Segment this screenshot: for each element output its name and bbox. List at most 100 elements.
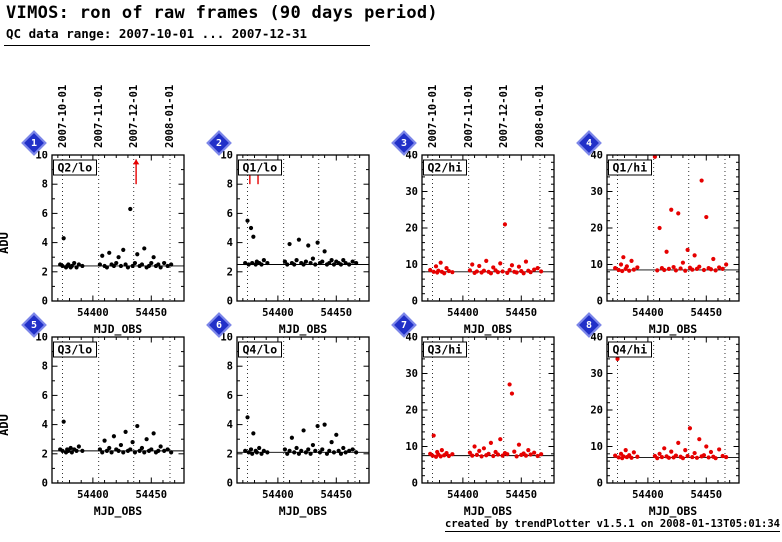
svg-text:54450: 54450	[505, 489, 537, 501]
chart-cell-q3-hi: 7 54400 54450 0 10 20 30 40 Q3/hi MJD_OBS	[384, 312, 569, 518]
scatter-plot-q3-hi: 54400 54450 0 10 20 30 40 Q3/hi	[405, 333, 555, 501]
chart-cell-q3-lo: 5 54400 54450 0 2 4 6 8 10 Q3/lo MJD_OBS	[14, 312, 199, 518]
svg-text:0: 0	[412, 296, 418, 308]
svg-text:6: 6	[42, 208, 48, 220]
svg-text:6: 6	[227, 208, 233, 220]
svg-text:30: 30	[590, 368, 603, 380]
svg-text:54400: 54400	[632, 307, 664, 319]
svg-text:Q3/hi: Q3/hi	[428, 343, 463, 357]
badge-number: 4	[585, 137, 593, 149]
svg-text:40: 40	[405, 333, 418, 344]
svg-text:54400: 54400	[262, 489, 294, 501]
svg-text:10: 10	[220, 151, 233, 162]
svg-text:6: 6	[42, 390, 48, 402]
svg-text:54400: 54400	[632, 489, 664, 501]
svg-text:20: 20	[405, 405, 418, 417]
svg-text:2: 2	[227, 266, 233, 278]
date-axis-label: 2008-01-01	[533, 84, 546, 148]
svg-text:Q1/hi: Q1/hi	[613, 161, 648, 175]
chart-cell-q1-hi: 4 54400 54450 0 10 20 30 40 Q1/hi MJD_OBS	[569, 130, 754, 336]
qc-date-range: QC data range: 2007-10-01 ... 2007-12-31	[6, 26, 308, 41]
svg-text:54400: 54400	[77, 307, 109, 319]
scatter-plot-q2-lo: 54400 54450 0 2 4 6 8 10 Q2/lo	[35, 151, 185, 319]
x-axis-label: MJD_OBS	[278, 504, 328, 518]
svg-text:30: 30	[405, 368, 418, 380]
page-title: VIMOS: ron of raw frames (90 days period…	[6, 3, 438, 23]
x-axis-label: MJD_OBS	[278, 322, 328, 336]
scatter-plot-q1-lo: 54400 54450 0 2 4 6 8 10 Q1/lo	[220, 151, 370, 319]
badge-number: 5	[30, 319, 38, 331]
svg-text:40: 40	[590, 151, 603, 162]
svg-text:54450: 54450	[135, 489, 167, 501]
svg-text:8: 8	[42, 179, 48, 191]
chart-row-bottom: ADU 5 54400 54450 0 2 4 6 8 10 Q3/lo MJD_OBS 6 5…	[0, 312, 754, 518]
badge-number: 2	[215, 137, 223, 149]
chart-cell-q4-hi: 8 54400 54450 0 10 20 30 40 Q4/hi MJD_OBS	[569, 312, 754, 518]
svg-text:2: 2	[227, 448, 233, 460]
svg-text:4: 4	[227, 237, 233, 249]
date-axis-label: 2007-10-01	[426, 84, 439, 148]
svg-text:0: 0	[42, 478, 48, 490]
svg-text:54400: 54400	[447, 307, 479, 319]
scatter-plot-q3-lo: 54400 54450 0 2 4 6 8 10 Q3/lo	[35, 333, 185, 501]
svg-text:20: 20	[590, 405, 603, 417]
svg-text:30: 30	[405, 186, 418, 198]
chart-cell-q4-lo: 6 54400 54450 0 2 4 6 8 10 Q4/lo MJD_OBS	[199, 312, 384, 518]
date-axis-label: 2007-12-01	[497, 84, 510, 148]
svg-text:Q2/lo: Q2/lo	[58, 161, 93, 175]
svg-text:8: 8	[227, 361, 233, 373]
svg-text:54450: 54450	[505, 307, 537, 319]
y-axis-label: ADU	[0, 232, 11, 254]
x-axis-label: MJD_OBS	[93, 322, 143, 336]
x-axis-label: MJD_OBS	[648, 504, 698, 518]
x-axis-label: MJD_OBS	[463, 322, 513, 336]
svg-text:2: 2	[42, 448, 48, 460]
x-axis-label: MJD_OBS	[93, 504, 143, 518]
svg-text:Q2/hi: Q2/hi	[428, 161, 463, 175]
svg-text:10: 10	[35, 151, 48, 162]
svg-text:54450: 54450	[320, 489, 352, 501]
chart-cell-q2-hi: 3 54400 54450 0 10 20 30 40 Q2/hi MJD_OBS	[384, 130, 569, 336]
svg-text:4: 4	[42, 237, 48, 249]
svg-text:10: 10	[220, 333, 233, 344]
svg-text:54400: 54400	[262, 307, 294, 319]
creation-credit: created by trendPlotter v1.5.1 on 2008-0…	[444, 518, 780, 532]
svg-text:0: 0	[412, 478, 418, 490]
date-axis-label: 2007-10-01	[56, 84, 69, 148]
svg-text:Q4/lo: Q4/lo	[243, 343, 278, 357]
badge-number: 3	[400, 137, 408, 149]
svg-text:6: 6	[227, 390, 233, 402]
svg-text:10: 10	[35, 333, 48, 344]
svg-text:54400: 54400	[447, 489, 479, 501]
svg-text:8: 8	[42, 361, 48, 373]
y-axis-gutter: ADU	[0, 131, 14, 331]
scatter-plot-q4-lo: 54400 54450 0 2 4 6 8 10 Q4/lo	[220, 333, 370, 501]
svg-text:2: 2	[42, 266, 48, 278]
date-axis-label: 2007-12-01	[127, 84, 140, 148]
svg-text:10: 10	[405, 259, 418, 271]
svg-text:0: 0	[42, 296, 48, 308]
svg-text:8: 8	[227, 179, 233, 191]
svg-text:54450: 54450	[690, 489, 722, 501]
svg-text:20: 20	[590, 223, 603, 235]
header-divider	[4, 45, 370, 46]
svg-text:Q4/hi: Q4/hi	[613, 343, 648, 357]
svg-text:4: 4	[42, 419, 48, 431]
date-axis-label: 2008-01-01	[163, 84, 176, 148]
date-axis-label: 2007-11-01	[92, 84, 105, 148]
svg-text:20: 20	[405, 223, 418, 235]
date-axis-label: 2007-11-01	[462, 84, 475, 148]
badge-number: 6	[215, 319, 223, 331]
chart-cell-q2-lo: 1 54400 54450 0 2 4 6 8 10 Q2/lo MJD_OBS	[14, 130, 199, 336]
x-axis-label: MJD_OBS	[463, 504, 513, 518]
svg-text:0: 0	[597, 478, 603, 490]
scatter-plot-q1-hi: 54400 54450 0 10 20 30 40 Q1/hi	[590, 151, 740, 319]
svg-text:54450: 54450	[690, 307, 722, 319]
svg-text:Q3/lo: Q3/lo	[58, 343, 93, 357]
badge-number: 7	[400, 319, 408, 331]
svg-text:10: 10	[405, 441, 418, 453]
svg-text:0: 0	[227, 478, 233, 490]
x-axis-label: MJD_OBS	[648, 322, 698, 336]
scatter-plot-q2-hi: 54400 54450 0 10 20 30 40 Q2/hi	[405, 151, 555, 319]
